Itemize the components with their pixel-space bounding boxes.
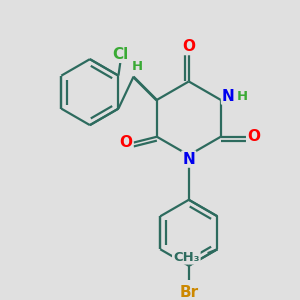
Text: O: O <box>119 135 132 150</box>
Text: Cl: Cl <box>112 47 128 62</box>
Text: H: H <box>132 60 143 74</box>
Text: O: O <box>247 129 260 144</box>
Text: Br: Br <box>179 285 198 300</box>
Text: O: O <box>182 39 195 54</box>
Text: H: H <box>236 89 247 103</box>
Text: CH₃: CH₃ <box>173 250 200 263</box>
Text: N: N <box>182 152 195 166</box>
Text: N: N <box>222 88 235 104</box>
